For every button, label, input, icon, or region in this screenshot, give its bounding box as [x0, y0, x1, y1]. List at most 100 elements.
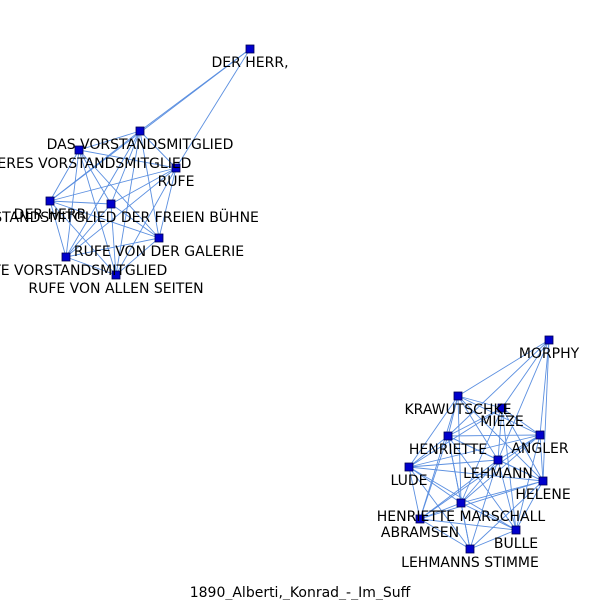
node-henriette[interactable] [443, 431, 453, 441]
edge-angler-abramsen [419, 434, 541, 520]
node-henriette_marschall[interactable] [456, 498, 466, 508]
node-label-krawutschke: KRAWUTSCHKE [404, 402, 511, 418]
node-herr[interactable] [45, 196, 55, 206]
edge-krawutschke-lehmann [457, 395, 499, 461]
edge-lehmann-helene [497, 459, 544, 482]
node-label-vm_freie: VORSTANDSMITGLIED DER FREIEN BÜHNE [0, 208, 259, 226]
edge-das_vm-erste_vm [65, 130, 141, 258]
node-label-angler: ANGLER [511, 441, 569, 457]
node-label-mieze: MIEZE [480, 414, 524, 430]
node-bulle[interactable] [511, 525, 521, 535]
node-rufe_galerie[interactable] [154, 233, 164, 243]
edge-lehmann-henriette_marschall [460, 459, 499, 504]
edge-angler-lude [408, 434, 541, 468]
node-label-lude: LUDE [391, 473, 428, 489]
edge-herr-erste_vm [49, 200, 67, 258]
edge-lude-henriette_marschall [408, 466, 462, 504]
edge-mieze-lude [408, 407, 503, 468]
edge-krawutschke-henriette_marschall [457, 395, 462, 504]
node-label-herr_komma: DER HERR, [211, 55, 288, 71]
edge-anderes_vm-rufe_galerie [78, 149, 160, 239]
edge-anderes_vm-erste_vm [65, 149, 80, 258]
node-label-morphy: MORPHY [519, 346, 580, 362]
node-label-abramsen: ABRAMSEN [381, 525, 459, 541]
node-rufe[interactable] [171, 163, 181, 173]
node-angler[interactable] [535, 430, 545, 440]
node-lehmann[interactable] [493, 455, 503, 465]
node-rufe_allen[interactable] [111, 270, 121, 280]
edge-das_vm-rufe_allen [115, 130, 141, 276]
node-vm_freie[interactable] [106, 199, 116, 209]
edge-mieze-henriette_marschall [460, 407, 503, 504]
node-herr_komma[interactable] [245, 44, 255, 54]
edge-mieze-bulle [501, 407, 517, 531]
edge-morphy-lehmann [497, 339, 550, 461]
edge-helene-abramsen [419, 480, 544, 520]
edge-lude-lehmanns_stimme [408, 466, 471, 550]
edge-helene-bulle [515, 480, 544, 531]
edge-erste_vm-rufe_allen [65, 256, 117, 276]
edge-das_vm-rufe_galerie [139, 130, 160, 239]
node-morphy[interactable] [544, 335, 554, 345]
edge-mieze-angler [501, 407, 541, 436]
edge-henriette-angler [447, 434, 541, 437]
edge-rufe_galerie-rufe_allen [115, 237, 160, 276]
edge-morphy-angler [539, 339, 550, 436]
edge-das_vm-anderes_vm [78, 130, 141, 151]
edge-rufe-herr [49, 167, 177, 202]
edge-lehmann-lehmanns_stimme [469, 459, 499, 550]
edge-layer [49, 48, 550, 550]
edge-herr_komma-rufe [175, 48, 251, 169]
edge-lehmann-bulle [497, 459, 517, 531]
edge-mieze-helene [501, 407, 544, 482]
edge-krawutschke-mieze [457, 395, 503, 409]
edge-krawutschke-lude [408, 395, 459, 468]
node-label-lehmann: LEHMANN [463, 466, 533, 482]
node-lude[interactable] [404, 462, 414, 472]
edge-henriette-bulle [447, 435, 517, 531]
edge-das_vm-rufe [139, 130, 177, 169]
node-label-erste_vm: ERSTE VORSTANDSMITGLIED [0, 263, 167, 279]
node-mieze[interactable] [497, 403, 507, 413]
node-erste_vm[interactable] [61, 252, 71, 262]
edge-das_vm-herr [49, 130, 141, 202]
edge-morphy-mieze [501, 339, 550, 409]
edge-lehmann-lude [408, 459, 499, 468]
edge-anderes_vm-vm_freie [78, 149, 112, 205]
node-helene[interactable] [538, 476, 548, 486]
edge-rufe-vm_freie [110, 167, 177, 205]
node-label-das_vm: DAS VORSTANDSMITGLIED [47, 137, 234, 153]
edge-herr-rufe_allen [49, 200, 117, 276]
edge-vm_freie-rufe_galerie [110, 203, 160, 239]
edge-mieze-lehmann [497, 407, 503, 461]
edge-mieze-henriette [447, 407, 503, 437]
edge-henriette-lude [408, 435, 449, 468]
node-anderes_vm[interactable] [74, 145, 84, 155]
node-krawutschke[interactable] [453, 391, 463, 401]
edge-angler-bulle [515, 434, 541, 531]
edge-das_vm-vm_freie [110, 130, 141, 205]
edge-abramsen-bulle [419, 518, 517, 531]
node-das_vm[interactable] [135, 126, 145, 136]
edge-anderes_vm-rufe [78, 149, 177, 169]
node-lehmanns_stimme[interactable] [465, 544, 475, 554]
node-abramsen[interactable] [415, 514, 425, 524]
edge-henriette_marschall-lehmanns_stimme [460, 502, 471, 550]
label-layer: DER HERR, DAS VORSTANDSMITGLIED ANDERES VO… [0, 55, 580, 571]
edge-lude-bulle [408, 466, 517, 531]
edge-morphy-henriette [447, 339, 550, 437]
edge-anderes_vm-herr [49, 149, 80, 202]
graph-caption: 1890_Alberti,_Konrad_-_Im_Suff [190, 585, 411, 600]
edge-morphy-krawutschke [457, 339, 550, 397]
edge-herr-rufe_galerie [49, 200, 160, 239]
node-label-rufe_galerie: RUFE VON DER GALERIE [74, 244, 244, 260]
node-label-helene: HELENE [515, 487, 570, 503]
node-label-herr: DER HERR [14, 207, 87, 223]
edge-herr_komma-herr [49, 48, 251, 202]
edge-herr-vm_freie [49, 200, 112, 205]
edge-anderes_vm-rufe_allen [78, 149, 117, 276]
edge-krawutschke-abramsen [419, 395, 459, 520]
edge-henriette-abramsen [419, 435, 449, 520]
edge-angler-helene [539, 434, 544, 482]
edge-morphy-helene [542, 339, 550, 482]
